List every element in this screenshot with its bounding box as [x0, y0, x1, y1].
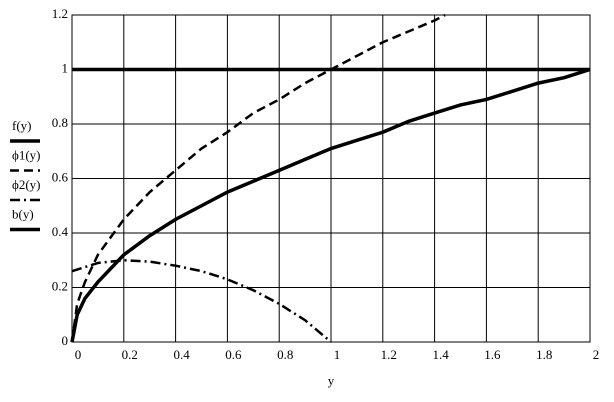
- x-tick-label: 1.6: [484, 347, 501, 362]
- line-series: [71, 258, 332, 343]
- line-series: [70, 67, 591, 343]
- x-tick-label: 1.8: [536, 347, 552, 362]
- x-tick-label: 0.6: [225, 347, 242, 362]
- y-tick-label: 0.8: [52, 115, 68, 130]
- y-tick-label: 0: [62, 333, 69, 348]
- y-tick-label: 0.6: [52, 169, 69, 184]
- x-tick-label: 0.2: [122, 347, 138, 362]
- x-axis-label: y: [328, 373, 335, 388]
- line-series: [70, 13, 446, 343]
- x-tick-label: 1.2: [381, 347, 397, 362]
- y-tick-label: 0.4: [52, 224, 69, 239]
- legend-label: ϕ1(y): [12, 147, 41, 162]
- legend-label: f(y): [12, 118, 32, 133]
- legend-label: ϕ2(y): [12, 177, 41, 192]
- x-tick-label: 1.4: [432, 347, 449, 362]
- y-tick-label: 1.2: [52, 6, 68, 21]
- x-tick-label: 1: [334, 347, 341, 362]
- x-tick-label: 0.8: [277, 347, 293, 362]
- x-tick-label: 0.4: [173, 347, 190, 362]
- y-tick-label: 0.2: [52, 278, 68, 293]
- x-tick-label: 2: [593, 347, 600, 362]
- legend-label: b(y): [12, 206, 34, 221]
- y-tick-label: 1: [62, 60, 69, 75]
- x-tick-label: 0: [75, 347, 82, 362]
